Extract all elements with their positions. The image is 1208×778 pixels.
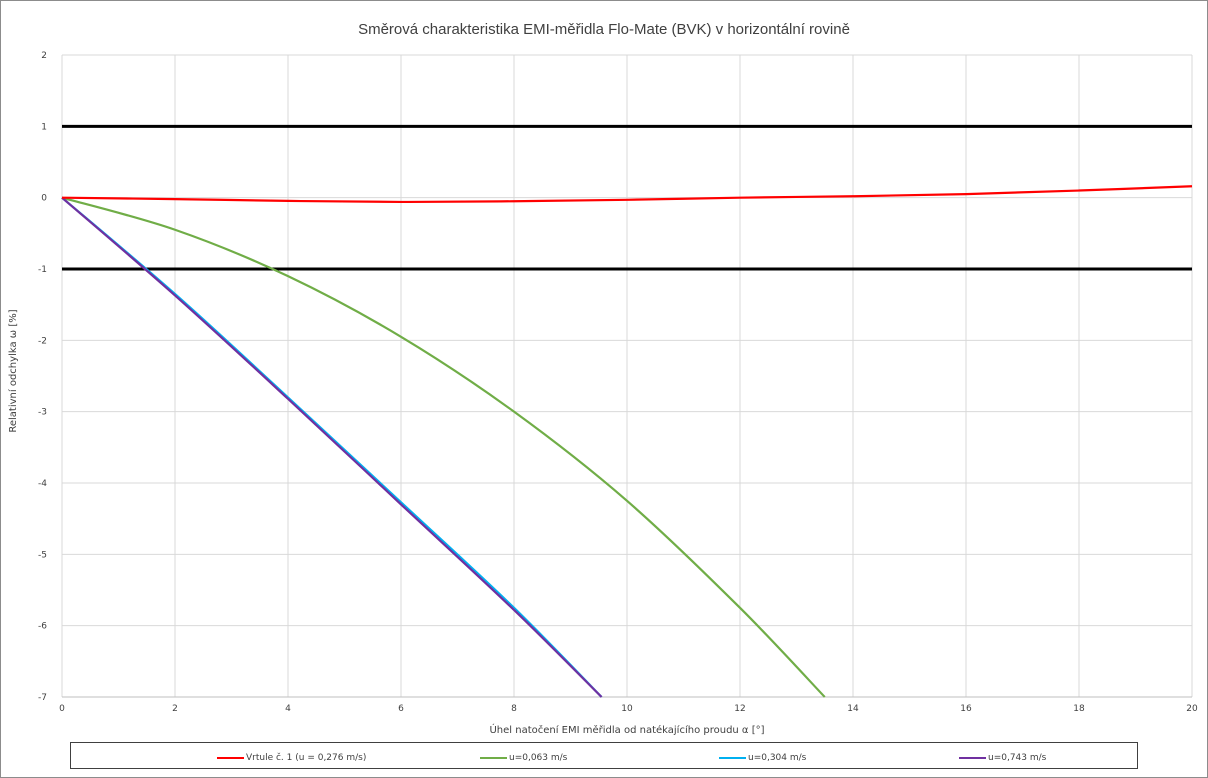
legend-item-vrtule: Vrtule č. 1 (u = 0,276 m/s) bbox=[217, 752, 366, 764]
series-line-0 bbox=[61, 185, 1193, 204]
legend-item-u0304: u=0,304 m/s bbox=[719, 752, 806, 764]
y-tick-label: -3 bbox=[38, 408, 47, 418]
x-tick-label: 20 bbox=[1186, 704, 1198, 714]
legend-swatch-u0743 bbox=[959, 757, 986, 759]
x-axis-label: Úhel natočení EMI měřidla od natékajícíh… bbox=[489, 723, 764, 736]
x-tick-label: 12 bbox=[734, 704, 745, 714]
y-tick-label: -1 bbox=[38, 265, 47, 275]
y-tick-label: -4 bbox=[38, 479, 47, 489]
y-tick-label: -2 bbox=[38, 336, 47, 346]
legend-label-u0743: u=0,743 m/s bbox=[988, 753, 1047, 763]
legend-item-u0743: u=0,743 m/s bbox=[959, 752, 1046, 764]
x-tick-label: 4 bbox=[285, 704, 291, 714]
legend-label-u0304: u=0,304 m/s bbox=[748, 753, 807, 763]
x-tick-label: 6 bbox=[398, 704, 404, 714]
legend-label-vrtule: Vrtule č. 1 (u = 0,276 m/s) bbox=[246, 753, 367, 763]
x-tick-label: 0 bbox=[59, 704, 65, 714]
series-line-1 bbox=[61, 196, 826, 698]
y-tick-label: 2 bbox=[41, 51, 47, 61]
legend-swatch-vrtule bbox=[217, 757, 244, 759]
legend-label-u0063: u=0,063 m/s bbox=[509, 753, 568, 763]
y-axis-label: Relativní odchylka ω [%] bbox=[7, 309, 19, 432]
legend-swatch-u0304 bbox=[719, 757, 746, 759]
series-line-3 bbox=[61, 196, 603, 698]
x-tick-label: 8 bbox=[511, 704, 517, 714]
chart-title: Směrová charakteristika EMI-měřidla Flo-… bbox=[358, 21, 850, 38]
y-tick-label: -5 bbox=[38, 550, 47, 560]
y-tick-label: 1 bbox=[41, 122, 47, 132]
y-tick-label: -7 bbox=[38, 693, 47, 703]
x-tick-label: 16 bbox=[960, 704, 972, 714]
y-tick-label: 0 bbox=[41, 194, 47, 204]
legend: Vrtule č. 1 (u = 0,276 m/s) u=0,063 m/s … bbox=[70, 742, 1138, 769]
x-tick-label: 18 bbox=[1073, 704, 1085, 714]
x-tick-label: 10 bbox=[621, 704, 633, 714]
x-tick-label: 2 bbox=[172, 704, 178, 714]
x-tick-label: 14 bbox=[847, 704, 859, 714]
series-line-2 bbox=[61, 196, 603, 698]
y-tick-label: -6 bbox=[38, 622, 47, 632]
legend-swatch-u0063 bbox=[480, 757, 507, 759]
legend-item-u0063: u=0,063 m/s bbox=[480, 752, 567, 764]
